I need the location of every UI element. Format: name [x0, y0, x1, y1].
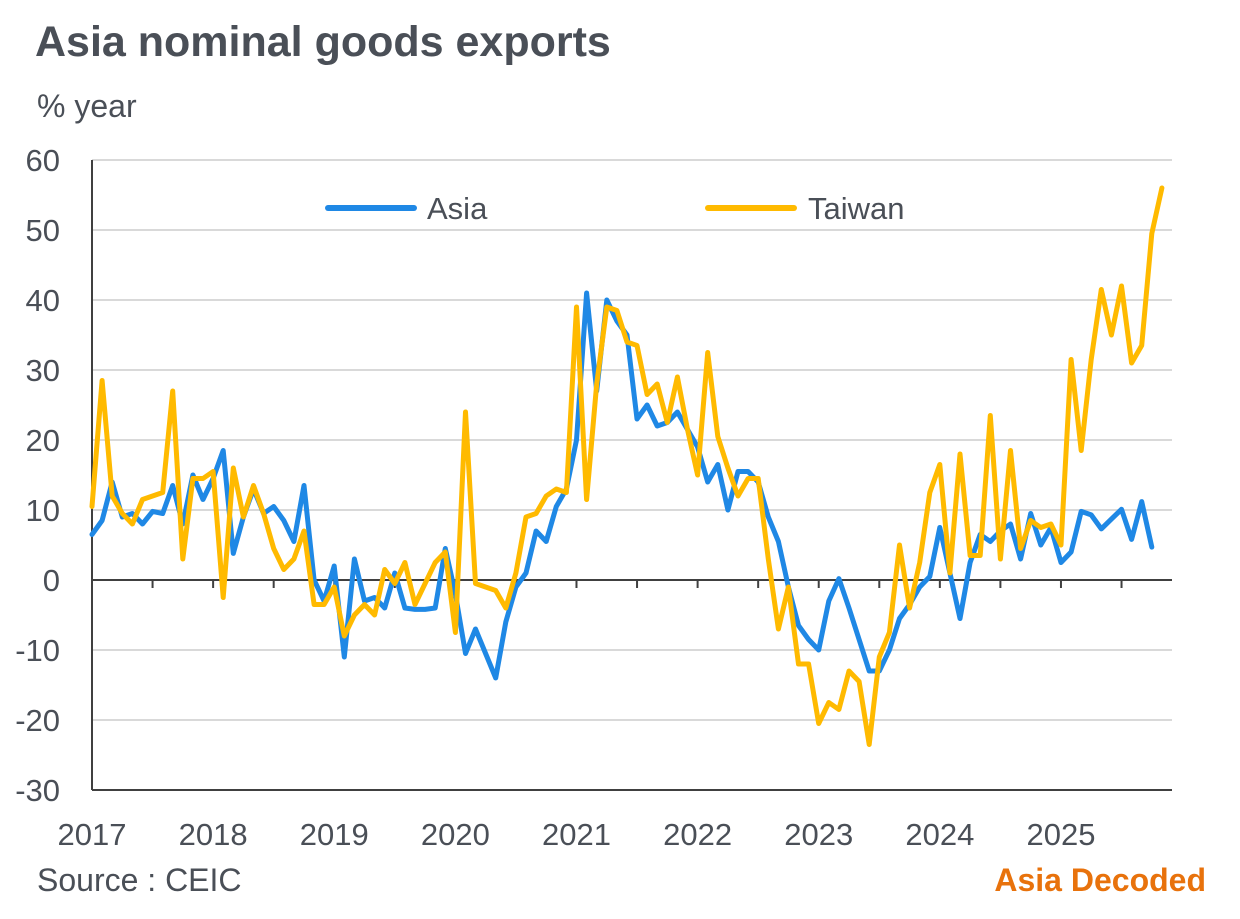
x-tick-label: 2022 — [663, 817, 732, 852]
y-tick-label: -30 — [15, 773, 60, 808]
x-tick-label: 2025 — [1026, 817, 1095, 852]
x-tick-label: 2023 — [784, 817, 853, 852]
gridlines — [92, 159, 1172, 721]
y-tick-label: 10 — [26, 493, 60, 528]
series-line-taiwan — [89, 185, 1165, 747]
y-tick-label: 40 — [26, 283, 60, 318]
y-tick-label: 30 — [26, 353, 60, 388]
axes: -30 -20 -10 0 10 20 30 40 50 60 2017 2018 2019 2020 20… — [15, 143, 1172, 852]
y-tick-label: 50 — [26, 213, 60, 248]
x-tick-label: 2017 — [58, 817, 127, 852]
source-note: Source : CEIC — [37, 862, 242, 898]
y-tick-label: -10 — [15, 633, 60, 668]
x-tick-label: 2021 — [542, 817, 611, 852]
brand-logo-text: Asia Decoded — [994, 862, 1206, 898]
x-tick-label: 2024 — [905, 817, 974, 852]
y-tick-label: 20 — [26, 423, 60, 458]
series-lines — [89, 185, 1165, 747]
y-tick-label: -20 — [15, 703, 60, 738]
y-tick-label: 60 — [26, 143, 60, 178]
x-tick-label: 2018 — [179, 817, 248, 852]
y-axis-unit-label: % year — [37, 88, 137, 124]
legend: Asia Taiwan — [325, 191, 905, 226]
chart-title: Asia nominal goods exports — [35, 18, 611, 66]
legend-label-asia: Asia — [427, 191, 488, 226]
x-tick-label: 2020 — [421, 817, 490, 852]
y-tick-label: 0 — [43, 563, 60, 598]
x-tick-label: 2019 — [300, 817, 369, 852]
legend-label-taiwan: Taiwan — [808, 191, 905, 226]
